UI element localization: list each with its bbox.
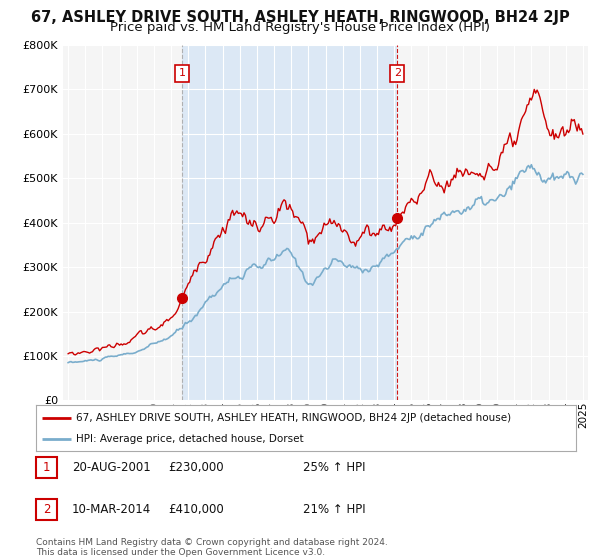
- Text: 21% ↑ HPI: 21% ↑ HPI: [303, 503, 365, 516]
- Bar: [182, 45, 397, 400]
- Text: 67, ASHLEY DRIVE SOUTH, ASHLEY HEATH, RINGWOOD, BH24 2JP: 67, ASHLEY DRIVE SOUTH, ASHLEY HEATH, RI…: [31, 10, 569, 25]
- Text: HPI: Average price, detached house, Dorset: HPI: Average price, detached house, Dors…: [77, 435, 304, 444]
- Text: 20-AUG-2001: 20-AUG-2001: [72, 461, 151, 474]
- Text: 25% ↑ HPI: 25% ↑ HPI: [303, 461, 365, 474]
- Text: 2: 2: [43, 503, 50, 516]
- Text: £410,000: £410,000: [168, 503, 224, 516]
- Text: 1: 1: [43, 461, 50, 474]
- Text: 2: 2: [394, 68, 401, 78]
- Text: 67, ASHLEY DRIVE SOUTH, ASHLEY HEATH, RINGWOOD, BH24 2JP (detached house): 67, ASHLEY DRIVE SOUTH, ASHLEY HEATH, RI…: [77, 413, 512, 423]
- Text: 1: 1: [178, 68, 185, 78]
- Text: Contains HM Land Registry data © Crown copyright and database right 2024.
This d: Contains HM Land Registry data © Crown c…: [36, 538, 388, 557]
- Text: 10-MAR-2014: 10-MAR-2014: [72, 503, 151, 516]
- Text: £230,000: £230,000: [168, 461, 224, 474]
- Text: Price paid vs. HM Land Registry's House Price Index (HPI): Price paid vs. HM Land Registry's House …: [110, 21, 490, 34]
